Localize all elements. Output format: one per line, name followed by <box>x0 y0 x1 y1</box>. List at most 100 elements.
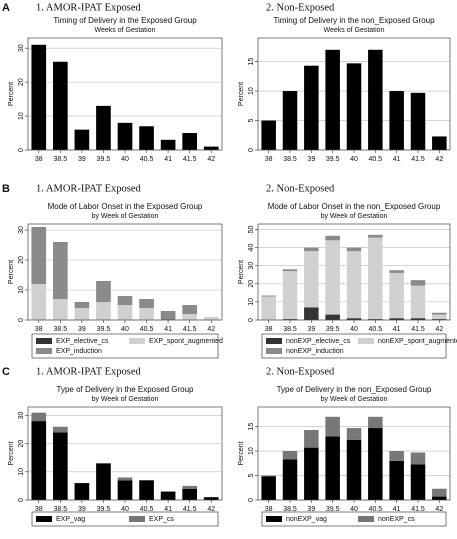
bar-segment <box>304 307 319 320</box>
y-tick-label: 5 <box>248 473 255 477</box>
bar-segment <box>325 235 340 241</box>
legend-label: nonEXP_vag <box>286 516 327 523</box>
x-tick-label: 41 <box>393 506 401 513</box>
x-tick-label: 39.5 <box>326 156 340 163</box>
y-tick-label: 0 <box>18 318 25 322</box>
x-tick-label: 42 <box>435 506 443 513</box>
y-tick-label: 20 <box>248 280 255 288</box>
bar-segment <box>117 296 133 305</box>
bar-segment <box>282 319 298 320</box>
bar <box>282 91 298 150</box>
panel-heading: 2. Non-Exposed <box>266 2 335 13</box>
y-axis-label: Percent <box>8 441 15 465</box>
y-tick-label: 0 <box>248 498 255 502</box>
bar-segment <box>96 302 111 320</box>
bar-segment <box>261 476 276 500</box>
x-tick-label: 39.5 <box>326 326 340 333</box>
legend-label: EXP_induction <box>56 348 102 355</box>
bar-segment <box>410 464 426 500</box>
x-tick-label: 40 <box>121 506 129 513</box>
plot-frame <box>27 223 223 321</box>
bar <box>410 92 426 150</box>
bar-segment <box>389 318 404 320</box>
chart-subtitle: Weeks of Gestation <box>324 27 385 34</box>
y-axis-label: Percent <box>8 260 15 284</box>
y-tick-label: 15 <box>248 423 255 431</box>
y-tick-label: 10 <box>18 468 25 476</box>
x-tick-label: 39 <box>307 326 315 333</box>
y-axis-label: Percent <box>238 82 245 106</box>
bar-segment <box>389 451 404 461</box>
bar-segment <box>182 485 197 489</box>
x-tick-label: 40 <box>350 506 358 513</box>
y-tick-label: 50 <box>248 225 255 233</box>
bar-segment <box>325 416 340 437</box>
x-tick-label: 40.5 <box>140 506 154 513</box>
x-tick-label: 39.5 <box>97 156 111 163</box>
legend-box <box>261 333 447 359</box>
bar-segment <box>282 451 298 460</box>
y-tick-label: 30 <box>18 411 25 419</box>
bar-segment <box>325 240 340 315</box>
chart-title: Mode of Labor Onset in the non_Exposed G… <box>268 202 441 211</box>
bar-segment <box>368 428 383 500</box>
bar-segment <box>261 296 276 320</box>
legend-swatch <box>266 338 282 344</box>
y-tick-label: 10 <box>18 112 25 120</box>
bar-segment <box>389 460 404 500</box>
legend-swatch <box>358 516 374 522</box>
x-tick-label: 38.5 <box>283 156 297 163</box>
plot-frame <box>257 406 451 501</box>
bar-segment <box>31 421 47 500</box>
legend-swatch <box>36 348 52 354</box>
x-tick-label: 40.5 <box>140 156 154 163</box>
chart-title: Mode of Labor Onset in the Exposed Group <box>48 202 203 211</box>
x-tick-label: 39 <box>78 326 86 333</box>
y-tick-label: 10 <box>248 298 255 306</box>
bar-segment <box>139 308 154 320</box>
chart-subtitle: by Week of Gestation <box>321 396 388 403</box>
bar <box>53 61 68 150</box>
bar-segment <box>304 247 319 252</box>
bar <box>368 49 383 150</box>
x-tick-label: 40.5 <box>140 326 154 333</box>
legend-label: EXP_vag <box>56 516 85 523</box>
bar-segment <box>203 317 219 320</box>
bar-segment <box>182 314 197 320</box>
bar-segment <box>368 234 383 238</box>
bar-segment <box>368 237 383 320</box>
legend-label: nonEXP_spont_augmented <box>378 338 457 345</box>
x-tick-label: 41.5 <box>183 326 197 333</box>
x-tick-label: 41.5 <box>411 156 425 163</box>
y-tick-label: 10 <box>248 87 255 95</box>
x-tick-label: 40.5 <box>369 506 383 513</box>
x-tick-label: 38.5 <box>54 506 68 513</box>
y-axis-label: Percent <box>238 441 245 465</box>
x-tick-label: 39 <box>78 506 86 513</box>
panel-heading: 1. AMOR-IPAT Exposed <box>36 366 141 377</box>
bar-segment <box>410 452 426 465</box>
bar-segment <box>432 314 447 320</box>
bar-segment <box>96 281 111 302</box>
x-tick-label: 41.5 <box>183 156 197 163</box>
bar <box>432 136 447 150</box>
bar-segment <box>346 428 362 440</box>
y-tick-label: 0 <box>18 148 25 152</box>
x-tick-label: 41 <box>393 326 401 333</box>
plot-frame <box>257 223 451 321</box>
bar <box>182 133 197 150</box>
bar-segment <box>261 475 276 477</box>
bar-segment <box>282 271 298 320</box>
bar-segment <box>160 491 176 500</box>
x-tick-label: 38 <box>35 326 43 333</box>
bar-segment <box>53 426 68 433</box>
bar-segment <box>31 227 47 284</box>
bar-segment <box>96 463 111 500</box>
chart-title: Timing of Delivery in the non_Exposed Gr… <box>273 16 435 25</box>
bar-segment <box>304 251 319 308</box>
bar-segment <box>432 312 447 315</box>
y-tick-label: 40 <box>248 244 255 252</box>
y-tick-label: 30 <box>18 226 25 234</box>
chart-title: Type of Delivery in the Exposed Group <box>57 385 195 394</box>
